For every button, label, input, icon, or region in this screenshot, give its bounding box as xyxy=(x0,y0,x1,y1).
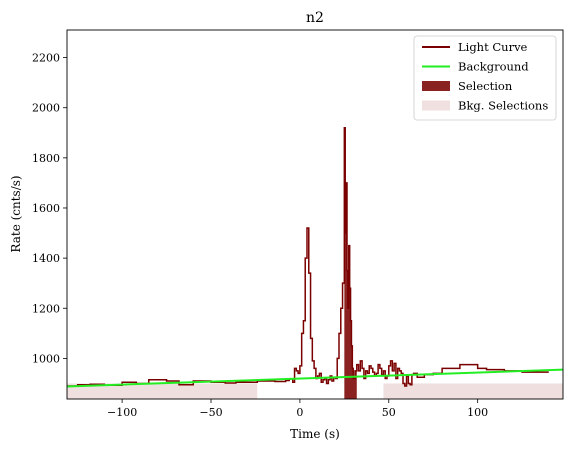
x-tick-label: 100 xyxy=(467,406,488,419)
x-axis-title: Time (s) xyxy=(290,427,340,441)
x-tick-label: −50 xyxy=(199,406,222,419)
y-tick-label: 1000 xyxy=(32,352,60,365)
x-tick-label: 50 xyxy=(382,406,396,419)
y-tick-label: 2000 xyxy=(32,102,60,115)
axes: −100 −50 0 50 100 1000 1200 1400 1600 1800 2000 220… xyxy=(32,29,564,419)
x-tick-label: 0 xyxy=(296,406,303,419)
legend-label: Selection xyxy=(458,79,513,93)
selection-area xyxy=(344,127,357,399)
legend-label: Background xyxy=(458,60,529,74)
light-curve-line xyxy=(67,127,549,387)
x-tick-label: −100 xyxy=(107,406,137,419)
legend-label: Bkg. Selections xyxy=(458,99,548,113)
bkg-selection-region-1 xyxy=(383,383,563,399)
legend-box xyxy=(413,35,557,121)
bkg-selection-region-0 xyxy=(67,383,258,399)
legend-swatch-selection xyxy=(422,81,450,91)
legend: Light Curve Background Selection Bkg. Selec… xyxy=(413,35,557,121)
plot-frame xyxy=(66,29,564,400)
y-tick-label: 1400 xyxy=(32,252,60,265)
y-tick-label: 2200 xyxy=(32,52,60,65)
legend-label: Light Curve xyxy=(458,40,528,54)
plot-area xyxy=(67,127,563,399)
y-axis-title: Rate (cnts/s) xyxy=(9,175,23,252)
y-tick-label: 1600 xyxy=(32,202,60,215)
y-tick-label: 1200 xyxy=(32,302,60,315)
legend-swatch-bkg-selections xyxy=(422,100,450,111)
y-tick-label: 1800 xyxy=(32,152,60,165)
plot-clip-group xyxy=(67,127,563,399)
background-fit-line xyxy=(67,368,563,388)
chart-title: n2 xyxy=(306,10,324,26)
